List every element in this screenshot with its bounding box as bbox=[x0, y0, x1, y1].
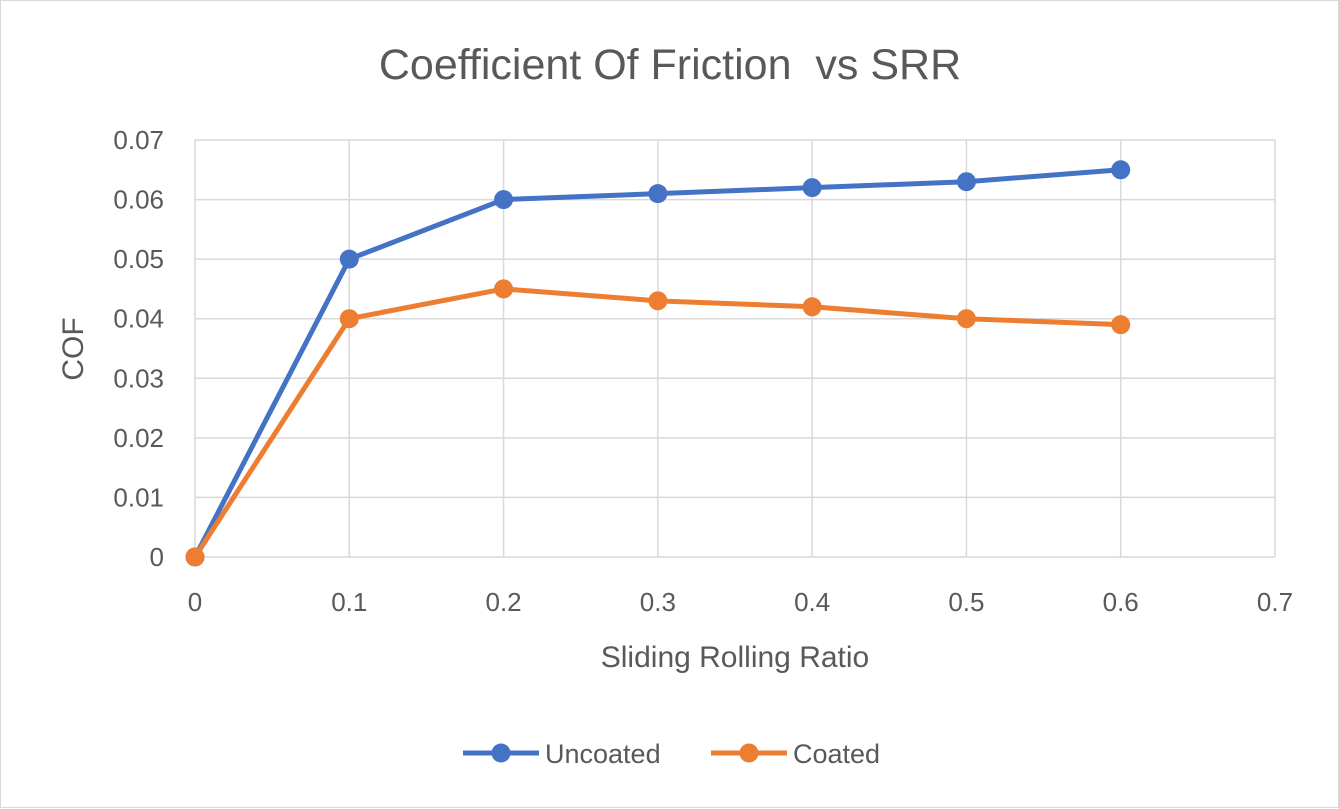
chart-title: Coefficient Of Friction vs SRR bbox=[379, 41, 961, 89]
legend-label: Coated bbox=[793, 739, 880, 769]
series-layer bbox=[185, 160, 1131, 567]
legend-marker-swatch bbox=[491, 743, 511, 763]
series-coated bbox=[185, 279, 1131, 567]
y-tick-label: 0 bbox=[150, 542, 164, 572]
data-point-coated bbox=[802, 297, 822, 317]
x-tick-label: 0.4 bbox=[794, 587, 830, 617]
legend-item-uncoated: Uncoated bbox=[463, 739, 661, 769]
data-point-uncoated bbox=[956, 172, 976, 192]
x-tick-label: 0.6 bbox=[1103, 587, 1139, 617]
data-point-coated bbox=[956, 309, 976, 329]
data-point-coated bbox=[185, 547, 205, 567]
data-point-coated bbox=[339, 309, 359, 329]
x-tick-label: 0.1 bbox=[331, 587, 367, 617]
grid-lines bbox=[194, 139, 1276, 558]
x-tick-label: 0.3 bbox=[640, 587, 676, 617]
y-tick-label: 0.07 bbox=[113, 125, 164, 155]
x-tick-label: 0 bbox=[188, 587, 202, 617]
x-tick-label: 0.5 bbox=[948, 587, 984, 617]
y-tick-label: 0.01 bbox=[113, 482, 164, 512]
legend-label: Uncoated bbox=[545, 739, 661, 769]
data-point-coated bbox=[648, 291, 668, 311]
y-axis-title: COF bbox=[57, 317, 90, 380]
tick-labels: 0 0.01 0.02 0.03 0.04 0.05 0.06 0.07 0 0.1 0.2 0.3 0… bbox=[113, 125, 1293, 617]
legend-marker-swatch bbox=[739, 743, 759, 763]
y-tick-label: 0.04 bbox=[113, 304, 164, 334]
data-point-uncoated bbox=[494, 190, 514, 210]
data-point-uncoated bbox=[339, 249, 359, 269]
x-axis-title: Sliding Rolling Ratio bbox=[601, 641, 869, 674]
data-point-uncoated bbox=[802, 178, 822, 198]
data-point-uncoated bbox=[1111, 160, 1131, 180]
y-tick-label: 0.05 bbox=[113, 244, 164, 274]
data-point-coated bbox=[494, 279, 514, 299]
series-uncoated bbox=[185, 160, 1131, 567]
data-point-uncoated bbox=[648, 184, 668, 204]
y-tick-label: 0.03 bbox=[113, 363, 164, 393]
data-point-coated bbox=[1111, 315, 1131, 335]
x-tick-label: 0.2 bbox=[485, 587, 521, 617]
y-tick-label: 0.02 bbox=[113, 423, 164, 453]
y-tick-label: 0.06 bbox=[113, 185, 164, 215]
legend: Uncoated Coated bbox=[463, 739, 880, 769]
legend-item-coated: Coated bbox=[711, 739, 880, 769]
x-tick-label: 0.7 bbox=[1257, 587, 1293, 617]
